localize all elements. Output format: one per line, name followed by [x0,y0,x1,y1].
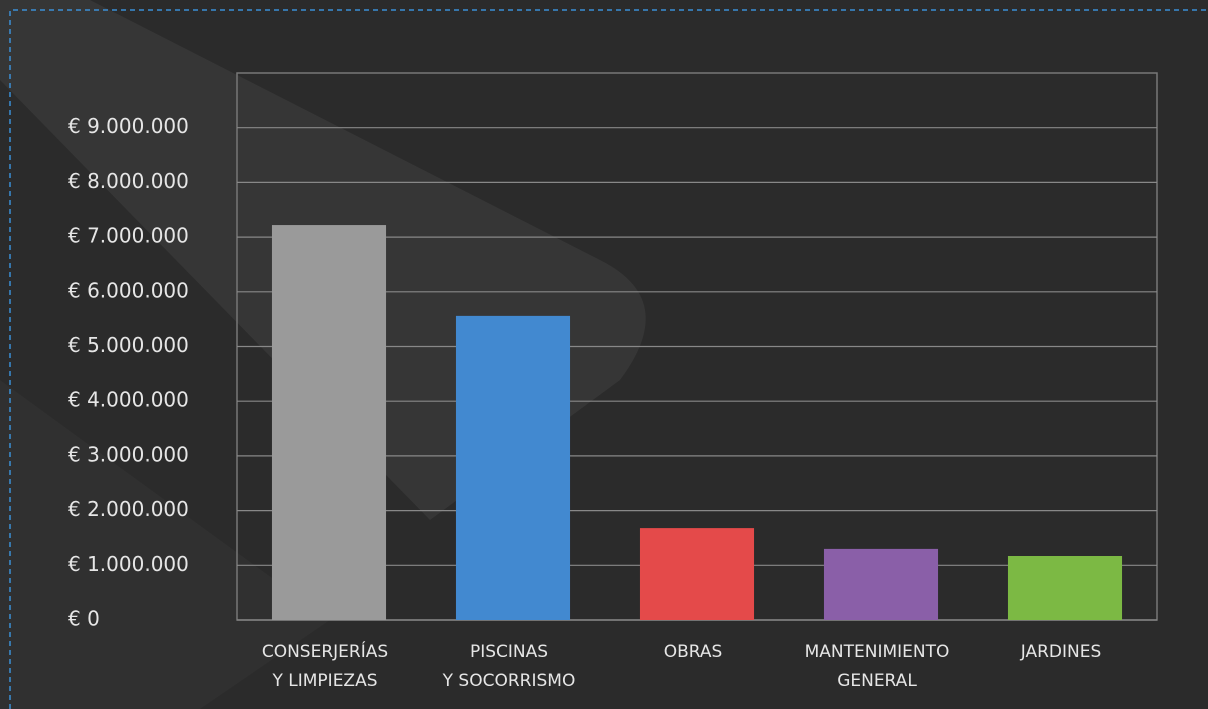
bar [455,315,571,620]
bar [823,548,939,620]
y-tick-label: € 8.000.000 [68,169,189,193]
x-tick-label: OBRAS [664,642,723,662]
x-tick-label: GENERAL [837,671,917,691]
x-tick-label: CONSERJERÍAS [262,640,388,662]
x-tick-label: JARDINES [1020,642,1102,662]
x-tick-label: Y SOCORRISMO [442,671,576,691]
y-tick-label: € 7.000.000 [68,224,189,248]
x-tick-label: PISCINAS [470,642,548,662]
y-tick-label: € 9.000.000 [68,114,189,138]
bar [1007,556,1123,620]
y-tick-label: € 3.000.000 [68,442,189,466]
bar [639,528,755,620]
x-tick-label: Y LIMPIEZAS [271,671,377,691]
dashed-border [9,9,1208,709]
y-tick-label: € 5.000.000 [68,333,189,357]
y-tick-label: € 1.000.000 [68,552,189,576]
bar [271,225,387,621]
decor [0,380,330,709]
y-tick-label: € 4.000.000 [68,388,189,412]
y-tick-label: € 2.000.000 [68,497,189,521]
y-tick-label: € 0 [68,607,100,631]
y-tick-label: € 6.000.000 [68,278,189,302]
x-tick-label: MANTENIMIENTO [805,642,950,662]
